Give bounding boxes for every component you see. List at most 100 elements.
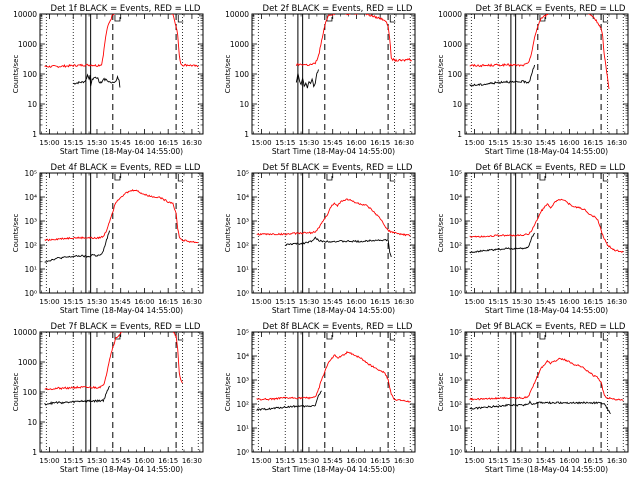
x-tick-label: 15:15 (275, 457, 295, 465)
panel-title: Det 8f BLACK = Events, RED = LLD (263, 322, 413, 332)
events-series-line (44, 385, 110, 406)
events-series-line (256, 390, 322, 411)
panel-2: Det 2f BLACK = Events, RED = LLD 1 10 100 10… (224, 4, 416, 156)
panel-title: Det 2f BLACK = Events, RED = LLD (263, 4, 413, 14)
x-axis-label: Start Time (18-May-04 14:55:00) (272, 465, 395, 474)
x-tick-label: 15:30 (87, 457, 107, 465)
x-axis-label: Start Time (18-May-04 14:55:00) (485, 465, 608, 474)
y-axis-label: Counts/sec (12, 55, 20, 94)
panel-1: Det 1f BLACK = Events, RED = LLD 1 10 100 10… (12, 4, 204, 156)
flag-e-icon (389, 15, 396, 23)
x-tick-label: 16:30 (394, 298, 414, 306)
y-axis-label: Counts/sec (437, 55, 445, 94)
flag-e-icon (177, 333, 184, 341)
x-tick-label: 15:00 (464, 139, 484, 147)
y-tick-label: 10000 (13, 10, 37, 19)
flag-d-icon (326, 174, 333, 181)
flag-d-icon (326, 333, 333, 340)
x-tick-label: 15:00 (464, 298, 484, 306)
lld-series-line (469, 357, 624, 401)
y-tick-label: 10⁵ (24, 169, 37, 178)
plot-frame (464, 331, 629, 453)
x-axis-label: Start Time (18-May-04 14:55:00) (60, 147, 183, 156)
x-axis-label: Start Time (18-May-04 14:55:00) (60, 465, 183, 474)
panel-title: Det 3f BLACK = Events, RED = LLD (476, 4, 626, 14)
y-tick-label: 10⁵ (449, 328, 462, 337)
x-tick-label: 15:00 (39, 457, 59, 465)
x-tick-label: 15:00 (39, 139, 59, 147)
x-tick-label: 16:15 (370, 298, 390, 306)
x-axis-label: Start Time (18-May-04 14:55:00) (272, 147, 395, 156)
y-axis-label: Counts/sec (224, 55, 232, 94)
x-tick-label: 16:30 (607, 457, 627, 465)
x-tick-label: 16:00 (134, 139, 154, 147)
x-tick-label: 15:15 (275, 139, 295, 147)
y-tick-label: 1 (32, 448, 37, 457)
x-axis-label: Start Time (18-May-04 14:55:00) (485, 147, 608, 156)
x-tick-label: 16:30 (182, 139, 202, 147)
plot-frame (464, 172, 629, 294)
x-tick-label: 16:15 (583, 457, 603, 465)
x-tick-label: 16:30 (607, 298, 627, 306)
y-tick-label: 10⁰ (236, 448, 249, 457)
panel-title: Det 7f BLACK = Events, RED = LLD (51, 322, 201, 332)
x-tick-label: 15:45 (536, 298, 556, 306)
y-tick-label: 10¹ (24, 265, 37, 274)
x-tick-label: 15:45 (323, 298, 343, 306)
y-tick-label: 10⁵ (236, 169, 249, 178)
y-tick-label: 1 (32, 130, 37, 139)
y-tick-label: 10² (449, 400, 462, 409)
y-tick-label: 1000 (230, 40, 249, 49)
y-tick-label: 10¹ (236, 424, 249, 433)
flag-e-icon (177, 15, 184, 23)
x-tick-label: 16:30 (394, 457, 414, 465)
panel-9: Det 9f BLACK = Events, RED = LLD 10⁰ 10¹ 10… (437, 322, 629, 474)
flag-d-icon (114, 15, 121, 22)
y-axis-label: Counts/sec (224, 373, 232, 412)
y-tick-label: 1000 (18, 40, 37, 49)
x-tick-label: 16:15 (370, 139, 390, 147)
y-tick-label: 10⁰ (24, 289, 37, 298)
y-tick-label: 10³ (449, 376, 462, 385)
panel-6: Det 6f BLACK = Events, RED = LLD 10⁰ 10¹ 10… (437, 163, 629, 315)
y-tick-label: 10⁰ (449, 289, 462, 298)
x-tick-label: 16:15 (370, 457, 390, 465)
x-tick-label: 15:00 (251, 298, 271, 306)
x-tick-label: 16:00 (346, 457, 366, 465)
lld-series-line (256, 198, 411, 237)
events-series-line (44, 230, 111, 263)
y-tick-label: 10² (236, 400, 249, 409)
y-tick-label: 10² (24, 241, 37, 250)
y-tick-label: 10¹ (449, 265, 462, 274)
flag-e-icon (389, 174, 396, 182)
plot-frame (464, 13, 629, 135)
x-tick-label: 16:00 (346, 298, 366, 306)
y-tick-label: 10⁴ (449, 352, 462, 361)
y-tick-label: 10³ (236, 217, 249, 226)
y-tick-label: 10² (236, 241, 249, 250)
x-tick-label: 16:30 (182, 298, 202, 306)
x-tick-label: 15:45 (323, 457, 343, 465)
y-tick-label: 100 (23, 388, 38, 397)
x-axis-label: Start Time (18-May-04 14:55:00) (60, 306, 183, 315)
lld-series-line (256, 350, 411, 403)
flag-d-icon (539, 333, 546, 340)
x-tick-label: 16:30 (182, 457, 202, 465)
events-series-line (73, 73, 121, 88)
plot-frame (251, 331, 416, 453)
y-tick-label: 100 (23, 70, 38, 79)
panel-title: Det 9f BLACK = Events, RED = LLD (476, 322, 626, 332)
x-tick-label: 16:15 (158, 298, 178, 306)
flag-e-icon (602, 15, 609, 23)
y-tick-label: 10 (239, 100, 249, 109)
x-tick-label: 15:30 (87, 298, 107, 306)
x-tick-label: 15:45 (111, 298, 131, 306)
x-tick-label: 16:00 (134, 298, 154, 306)
x-tick-label: 15:30 (299, 298, 319, 306)
plot-frame (39, 13, 204, 135)
x-tick-label: 15:30 (512, 139, 532, 147)
lld-series-line (44, 332, 183, 391)
x-tick-label: 15:00 (251, 139, 271, 147)
panel-title: Det 4f BLACK = Events, RED = LLD (51, 163, 201, 173)
